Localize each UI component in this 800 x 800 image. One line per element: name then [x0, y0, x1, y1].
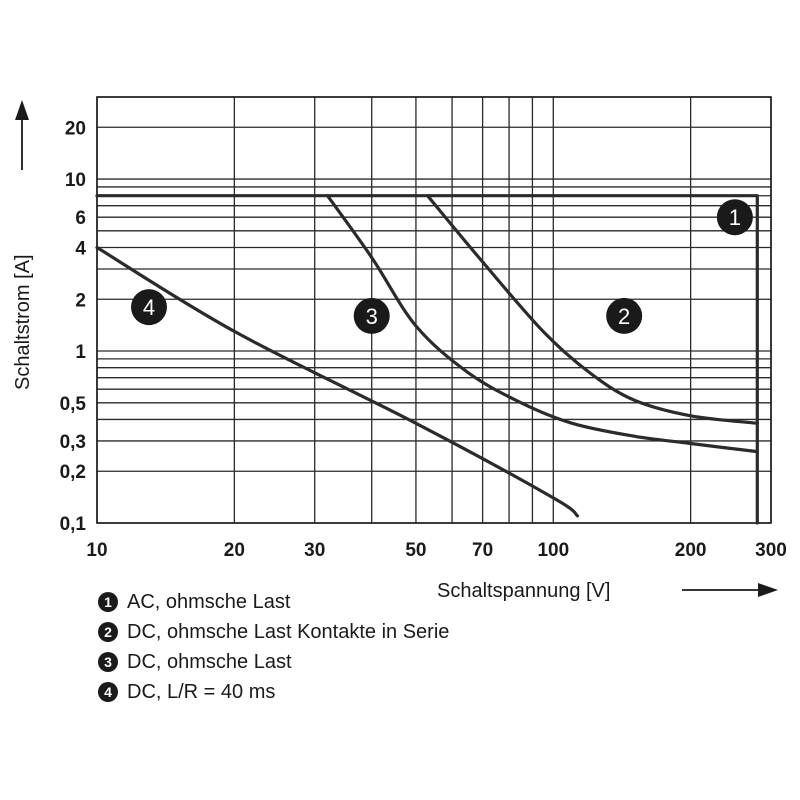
x-tick-label: 10 [86, 540, 107, 561]
series-line-2 [425, 194, 759, 425]
plot-frame [96, 96, 772, 524]
curves [95, 194, 759, 525]
y-axis-title: Schaltstrom [A] [12, 254, 34, 390]
series-marker-label: 3 [366, 304, 378, 329]
legend-label: DC, ohmsche Last [127, 650, 292, 673]
series-marker-label: 2 [618, 304, 630, 329]
series-marker-2 [606, 297, 643, 334]
series-marker-3 [353, 297, 390, 334]
x-tick-label: 50 [405, 540, 426, 561]
series-marker-1 [716, 199, 753, 236]
y-tick-label: 6 [75, 208, 86, 229]
series-marker-label: 1 [729, 205, 741, 230]
legend-label: DC, ohmsche Last Kontakte in Serie [127, 620, 450, 643]
series-line-1 [95, 194, 759, 525]
legend-item: 4 DC, L/R = 40 ms [98, 677, 449, 707]
x-axis-title-group: Schaltspannung [V] [437, 580, 778, 602]
y-tick-label: 0,2 [60, 462, 86, 483]
y-axis-title-group: Schaltstrom [A] [12, 100, 34, 390]
y-tick-label: 0,3 [60, 432, 86, 453]
legend-item: 1 AC, ohmsche Last [98, 587, 449, 617]
y-tick-label: 20 [65, 118, 86, 139]
x-tick-label: 30 [304, 540, 325, 561]
legend-item: 2 DC, ohmsche Last Kontakte in Serie [98, 617, 449, 647]
x-tick-label: 70 [472, 540, 493, 561]
y-tick-label: 2 [75, 290, 86, 311]
x-tick-label: 20 [224, 540, 245, 561]
y-tick-label: 10 [65, 170, 86, 191]
legend: 1 AC, ohmsche Last 2 DC, ohmsche Last Ko… [98, 587, 449, 707]
x-tick-label: 100 [537, 540, 569, 561]
series-line-4 [95, 245, 580, 518]
x-tick-label: 200 [675, 540, 707, 561]
x-tick-label: 300 [755, 540, 787, 561]
y-tick-label: 0,1 [60, 514, 87, 535]
y-tick-label: 4 [75, 238, 86, 259]
series-marker-label: 4 [143, 295, 155, 320]
y-axis-arrow-head [15, 100, 29, 120]
tick-labels: 10 20 30 50 70 100 200 300 0,1 0,2 0,3 0,5 1 2 4 6 10 20 [60, 118, 787, 561]
legend-item: 3 DC, ohmsche Last [98, 647, 449, 677]
legend-label: AC, ohmsche Last [127, 590, 291, 613]
legend-marker: 3 [98, 652, 118, 672]
x-axis-arrow-head [758, 583, 778, 597]
y-tick-label: 1 [75, 342, 86, 363]
curve-markers: 1 2 3 4 [130, 199, 753, 334]
legend-marker: 2 [98, 622, 118, 642]
series-line-3 [325, 194, 759, 454]
series-marker-4 [130, 289, 167, 326]
legend-marker: 1 [98, 592, 118, 612]
legend-marker: 4 [98, 682, 118, 702]
y-tick-label: 0,5 [60, 394, 87, 415]
legend-label: DC, L/R = 40 ms [127, 680, 276, 703]
x-axis-title: Schaltspannung [V] [437, 580, 610, 602]
